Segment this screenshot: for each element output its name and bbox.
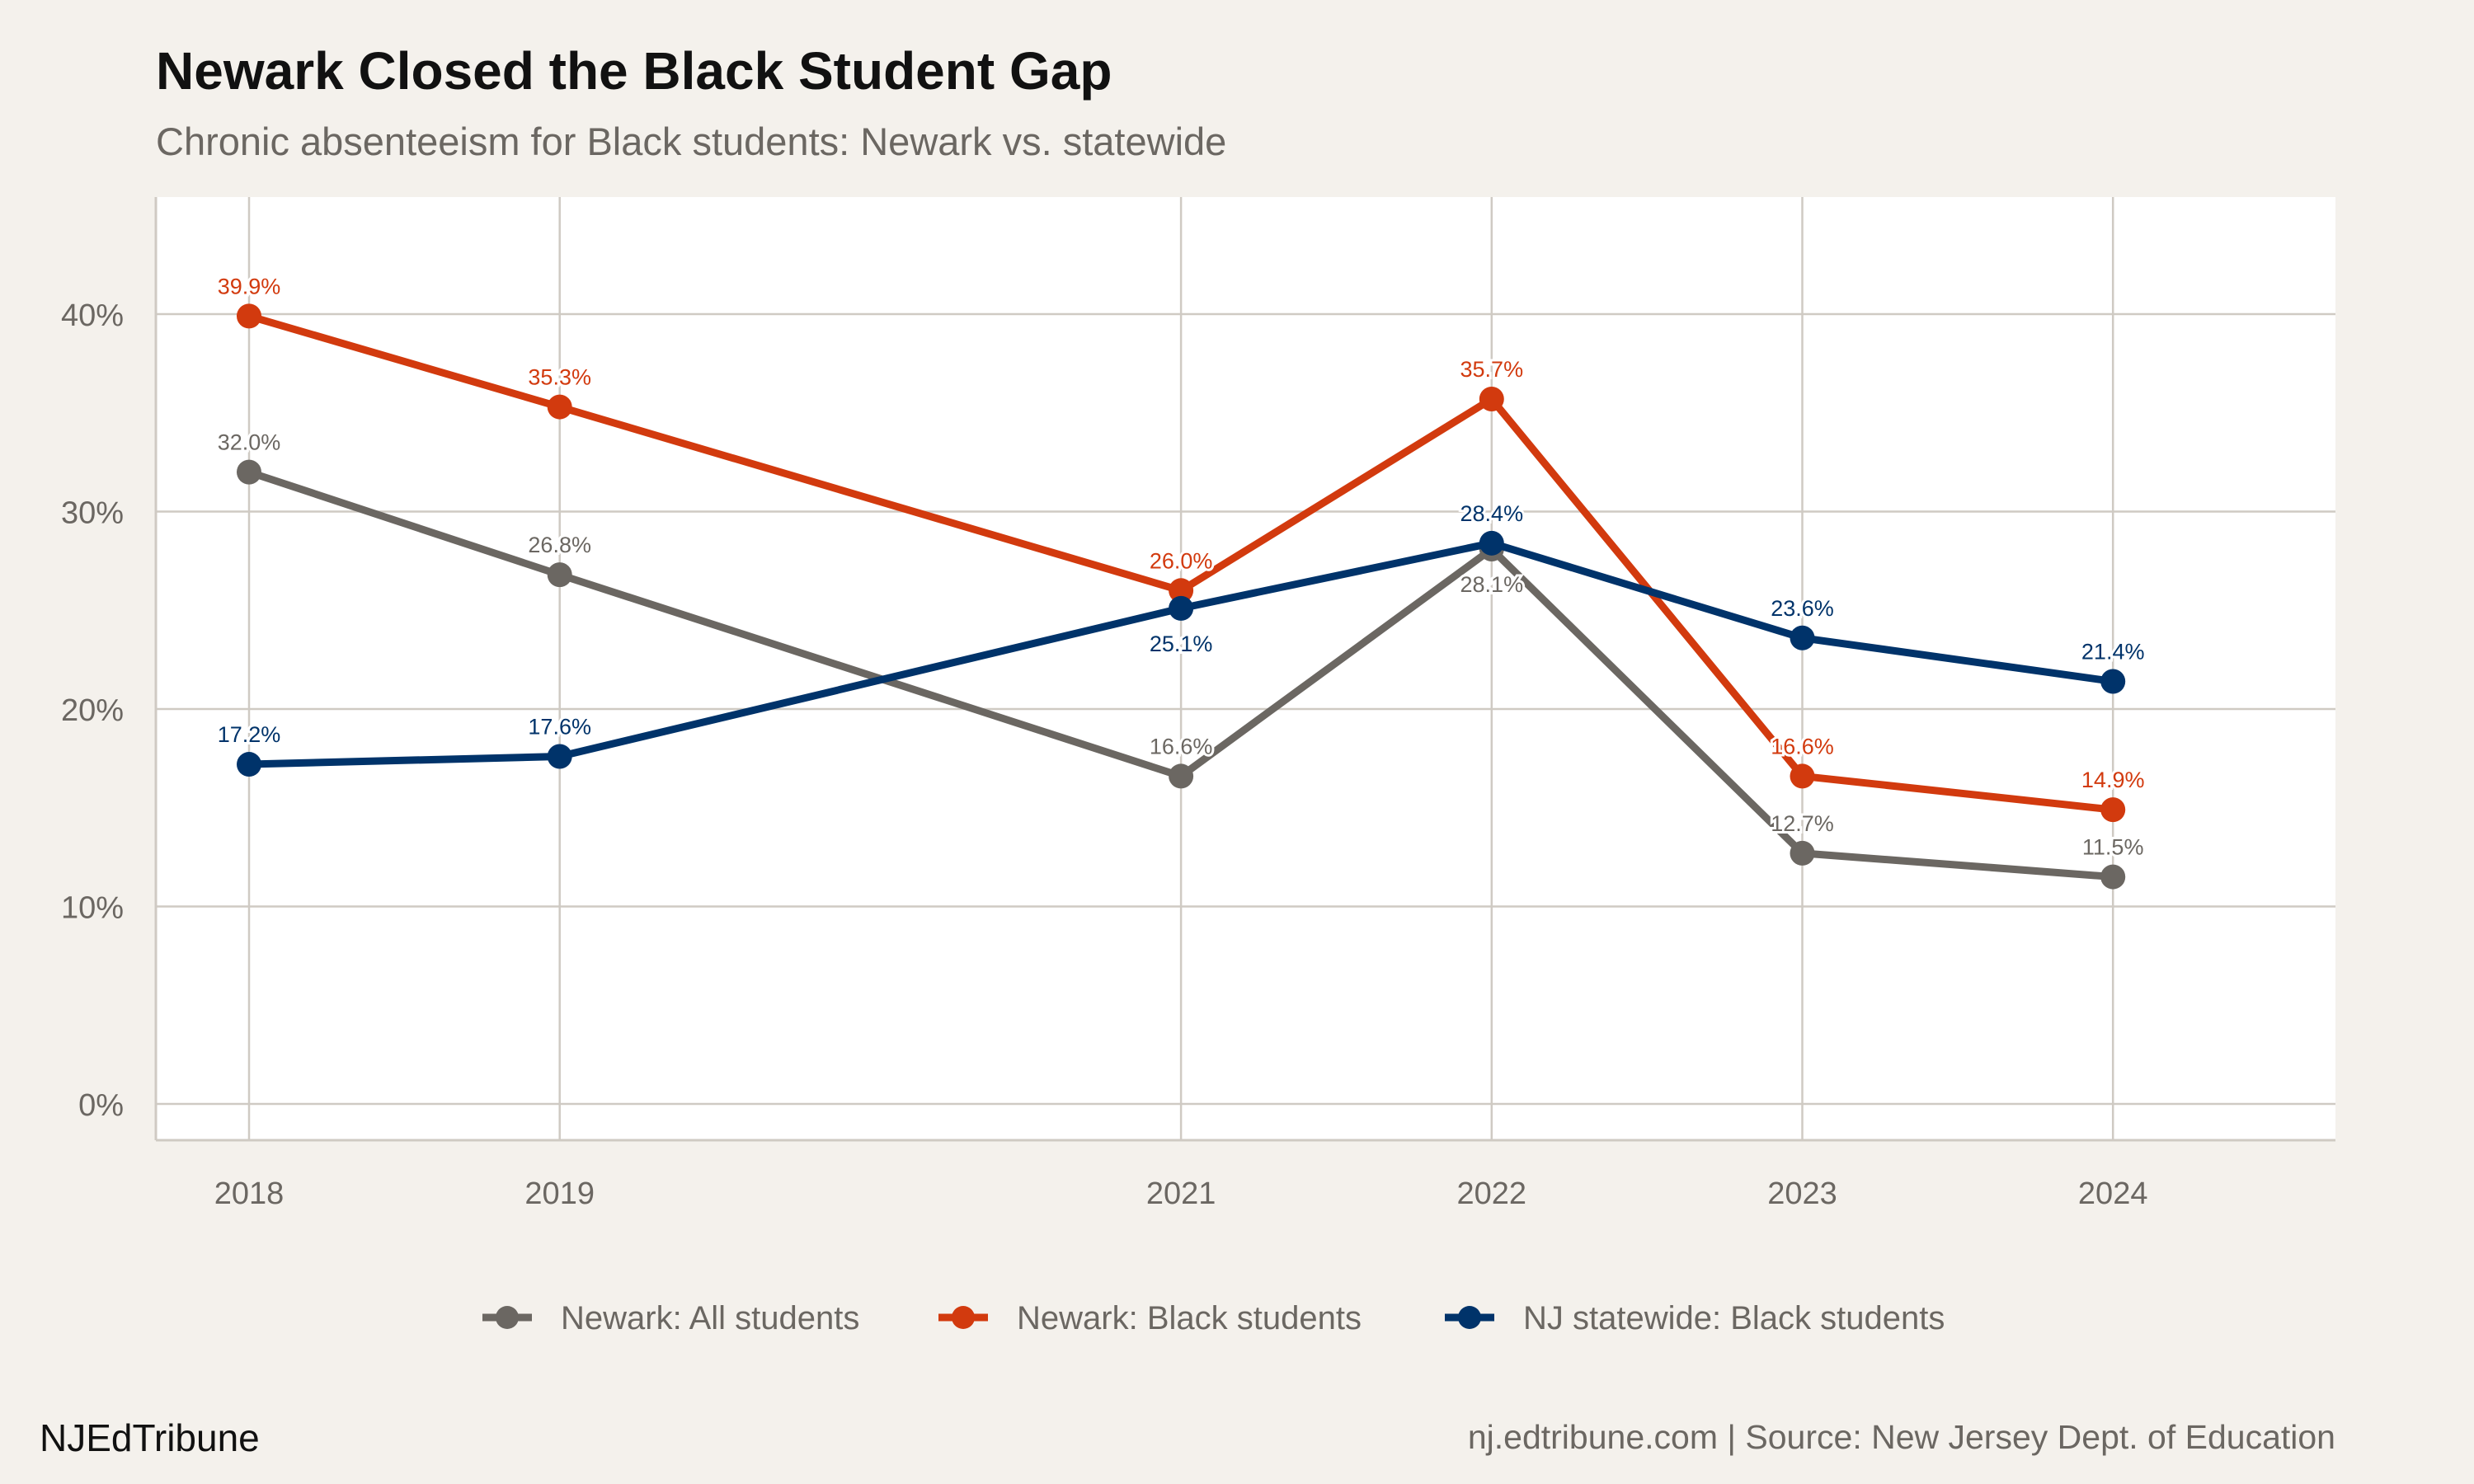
data-label: 16.6%	[1771, 734, 1834, 758]
chart-title: Newark Closed the Black Student Gap	[156, 41, 1112, 101]
y-tick-label: 40%	[61, 298, 124, 333]
chart-subtitle: Chronic absenteeism for Black students: …	[156, 120, 1226, 163]
x-tick-label: 2021	[1146, 1176, 1216, 1211]
data-point	[237, 459, 261, 485]
series-line	[247, 468, 2114, 881]
data-label: 35.3%	[528, 365, 591, 390]
data-labels: 32.0% 26.8% 16.6% 28.1% 12.7% 11.5% 39.9% 35.3%…	[215, 271, 2147, 862]
data-point	[1790, 625, 1815, 650]
x-tick-label: 2022	[1457, 1176, 1527, 1211]
data-label: 17.6%	[528, 714, 591, 739]
y-tick-label: 30%	[61, 496, 124, 531]
legend-swatch-point	[1458, 1306, 1481, 1329]
data-label: 25.1%	[1150, 632, 1213, 656]
data-label: 11.5%	[2082, 835, 2144, 860]
x-tick-label: 2019	[524, 1176, 595, 1211]
data-point	[1790, 763, 1815, 789]
data-point	[2100, 864, 2126, 890]
tick-labels: 0% 10% 20% 30% 40% 2018 2019 2021 2022 2023 2024	[61, 298, 2148, 1211]
data-point	[237, 303, 261, 329]
data-label: 35.7%	[1460, 357, 1524, 382]
plot-panel	[156, 197, 2335, 1140]
data-point	[1479, 386, 1504, 411]
data-label: 26.0%	[1150, 548, 1213, 573]
data-label: 26.8%	[528, 533, 591, 557]
legend: Newark: All students Newark: Black studen…	[482, 1300, 1945, 1336]
data-point	[547, 394, 572, 420]
data-point	[1169, 578, 1194, 603]
legend-item: Newark: Black students	[938, 1300, 1362, 1336]
series-nj-statewide-black-students	[237, 530, 2126, 777]
y-tick-label: 20%	[61, 693, 124, 728]
legend-label: NJ statewide: Black students	[1523, 1300, 1945, 1336]
x-tick-label: 2018	[214, 1176, 285, 1211]
legend-label: Newark: All students	[561, 1300, 859, 1336]
data-label: 21.4%	[2081, 639, 2145, 664]
x-tick-label: 2023	[1767, 1176, 1837, 1211]
gridlines	[156, 197, 2335, 1140]
data-label: 16.6%	[1150, 734, 1213, 758]
data-point	[1169, 595, 1194, 621]
y-tick-label: 10%	[61, 891, 124, 926]
series-line	[248, 539, 2114, 768]
legend-item: NJ statewide: Black students	[1445, 1300, 1945, 1336]
data-label: 28.1%	[1460, 572, 1524, 597]
series-newark-black-students	[237, 303, 2126, 823]
series-line	[247, 312, 2114, 814]
footer-source: nj.edtribune.com | Source: New Jersey De…	[1468, 1418, 2335, 1456]
data-point	[547, 744, 572, 769]
data-label: 14.9%	[2081, 768, 2145, 792]
data-point	[1790, 840, 1815, 866]
legend-item: Newark: All students	[482, 1300, 859, 1336]
data-point	[2100, 797, 2126, 823]
data-label: 23.6%	[1771, 596, 1834, 621]
data-label: 28.4%	[1460, 501, 1524, 526]
data-point	[237, 752, 261, 777]
data-point	[1479, 530, 1504, 556]
footer-brand: NJEdTribune	[40, 1416, 260, 1459]
legend-label: Newark: Black students	[1017, 1300, 1362, 1336]
series-layer: 32.0% 26.8% 16.6% 28.1% 12.7% 11.5% 39.9% 35.3%…	[215, 271, 2147, 890]
legend-swatch-point	[952, 1306, 975, 1329]
legend-swatch-point	[496, 1306, 519, 1329]
y-tick-label: 0%	[78, 1088, 124, 1123]
data-label: 17.2%	[218, 722, 281, 747]
data-point	[547, 562, 572, 588]
data-label: 39.9%	[218, 274, 281, 298]
x-tick-label: 2024	[2078, 1176, 2148, 1211]
data-label: 12.7%	[1771, 811, 1834, 836]
data-label: 32.0%	[218, 430, 281, 455]
data-point	[2100, 669, 2126, 694]
data-point	[1169, 763, 1194, 789]
